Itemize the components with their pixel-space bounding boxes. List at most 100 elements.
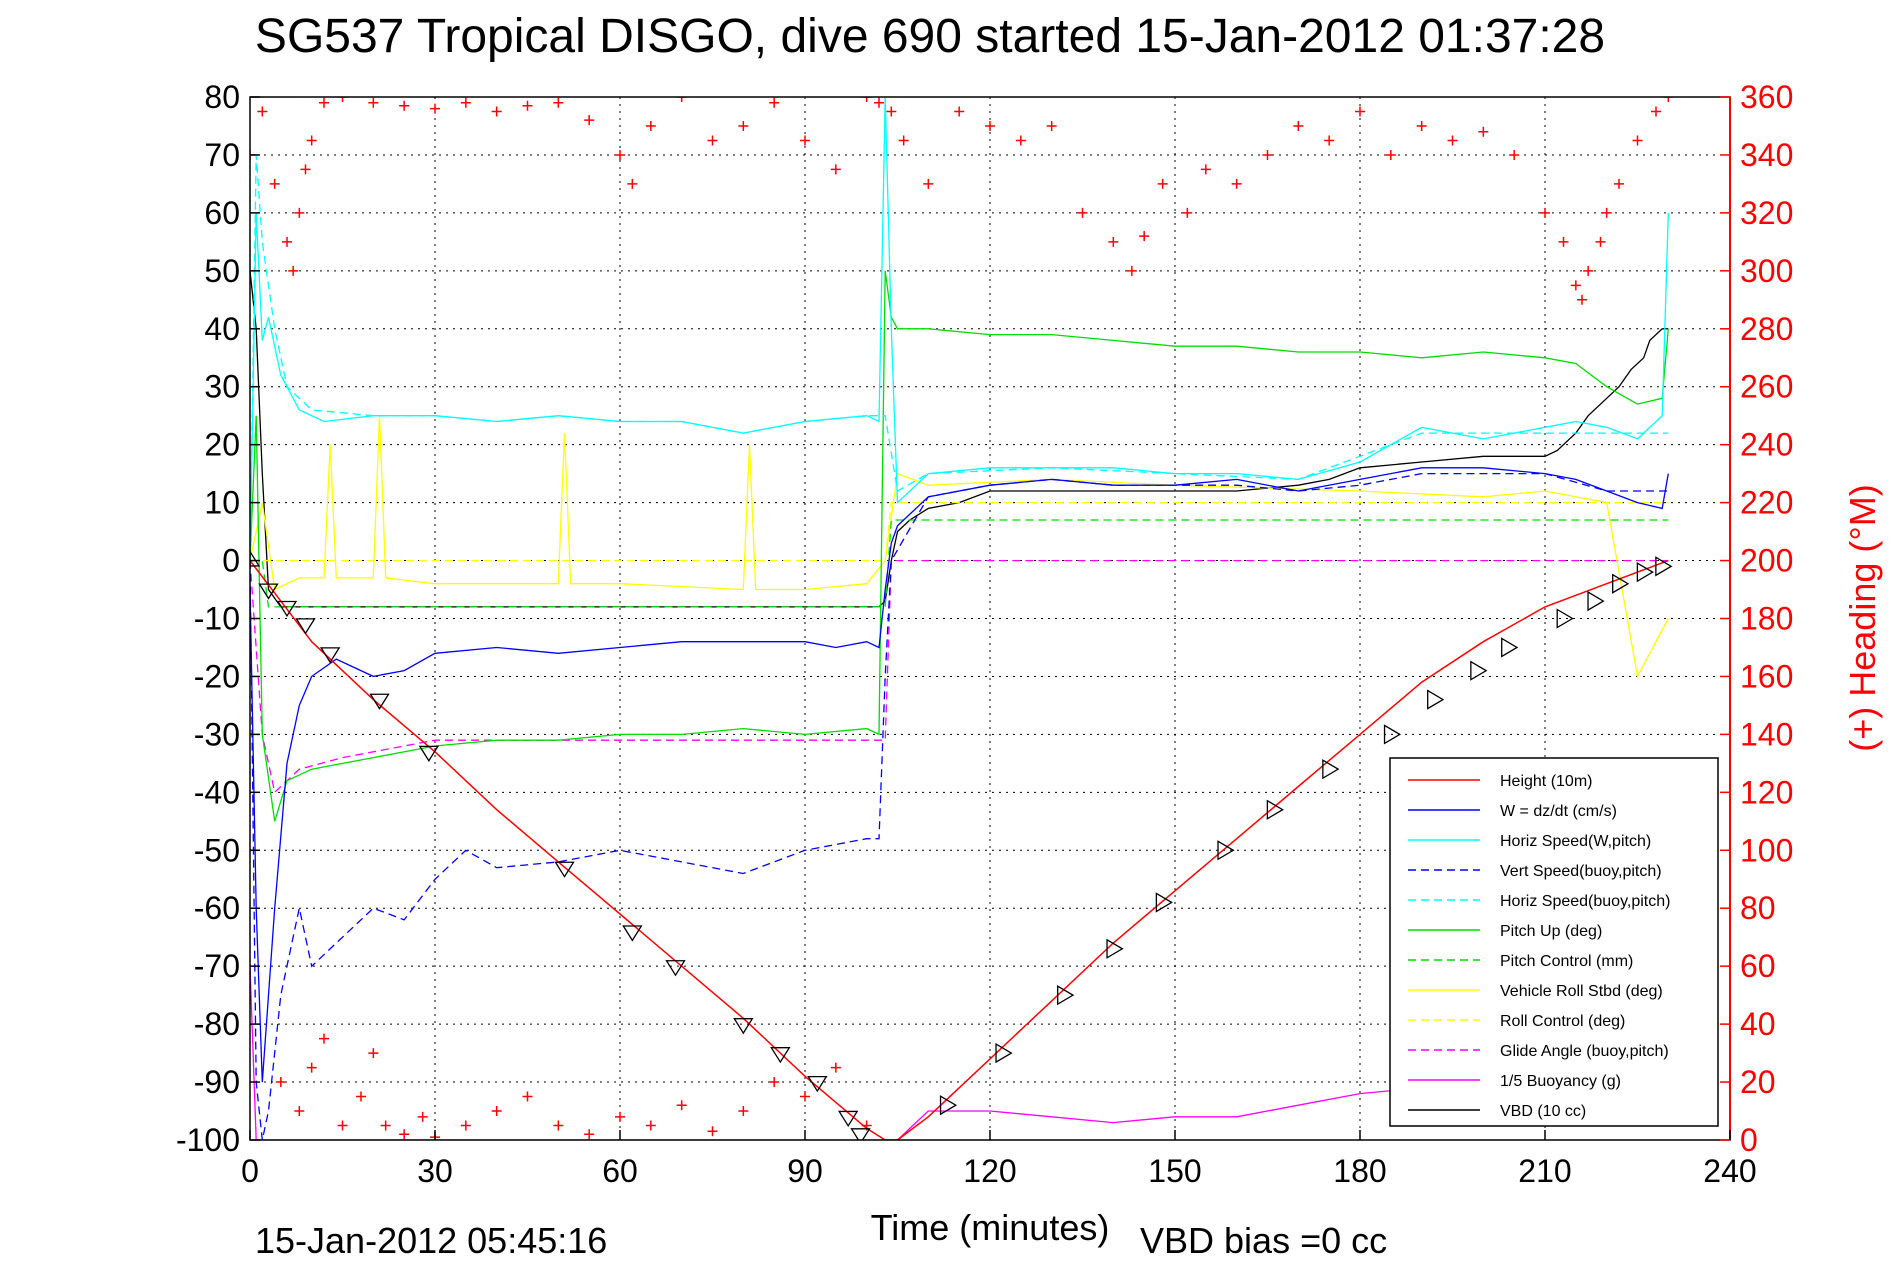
heading-point (491, 1106, 502, 1117)
legend: Height (10m) W = dz/dt (cm/s) Horiz Speed(… (1389, 757, 1719, 1127)
y-tick-label: -10 (194, 601, 240, 637)
heading-point (1126, 265, 1137, 276)
heading-point (300, 164, 311, 175)
heading-point (368, 97, 379, 108)
legend-label-vbd: VBD (10 cc) (1500, 1103, 1586, 1120)
climb-marker (1501, 637, 1519, 658)
heading-point (1077, 207, 1088, 218)
heading-point (874, 97, 884, 108)
dive-marker (733, 1018, 754, 1035)
heading-point (615, 149, 625, 160)
dive-marker (295, 618, 316, 635)
heading-point (584, 115, 595, 126)
heading-point (257, 106, 268, 117)
legend-label-horiz_speed_buoy: Horiz Speed(buoy,pitch) (1500, 893, 1670, 910)
climb-marker (1556, 608, 1574, 629)
heading-point (306, 1062, 317, 1073)
y-right-tick-label: 40 (1740, 1006, 1776, 1042)
x-tick-label: 240 (1703, 1153, 1756, 1189)
y-right-tick-label: 60 (1740, 948, 1776, 984)
x-tick-label: 150 (1148, 1153, 1201, 1189)
chart-title: SG537 Tropical DISGO, dive 690 started 1… (255, 10, 1605, 63)
heading-point (707, 1126, 718, 1137)
heading-point (294, 207, 305, 218)
heading-point (1595, 236, 1606, 247)
heading-point (1478, 126, 1489, 137)
series-line-w (250, 467, 1669, 1083)
y-right-tick-label: 280 (1740, 311, 1793, 347)
climb-marker (1155, 892, 1173, 913)
climb-marker (1322, 759, 1340, 780)
y-tick-label: -80 (194, 1006, 240, 1042)
y-tick-label: -20 (194, 658, 240, 694)
heading-point (417, 1111, 428, 1122)
series-line-horiz_speed_w (250, 97, 1669, 561)
heading-point (1651, 106, 1661, 117)
heading-point (1139, 231, 1150, 242)
heading-point (337, 97, 348, 102)
climb-marker (1470, 660, 1488, 681)
heading-point (1583, 265, 1594, 276)
y-right-tick-label: 20 (1740, 1064, 1776, 1100)
climb-marker (1383, 724, 1402, 745)
heading-point (645, 1120, 656, 1131)
y-tick-label: -50 (194, 832, 240, 868)
legend-label-pitch_up: Pitch Up (deg) (1500, 923, 1602, 940)
heading-point (1540, 207, 1550, 218)
legend-label-glide_angle: Glide Angle (buoy,pitch) (1500, 1043, 1669, 1060)
heading-point (886, 106, 897, 117)
y-tick-label: 0 (222, 543, 240, 579)
x-tick-label: 60 (602, 1153, 638, 1189)
y-right-tick-label: 320 (1740, 195, 1793, 231)
heading-point (522, 1091, 533, 1102)
heading-point (1324, 135, 1335, 146)
y-right-tick-label: 100 (1740, 832, 1793, 868)
heading-point (553, 1120, 564, 1131)
heading-point (1577, 294, 1587, 305)
right-axis: 3603403203002802602402202001801601401201… (1720, 79, 1793, 1158)
heading-point (380, 1120, 391, 1131)
heading-point (282, 236, 292, 247)
x-tick-label: 90 (787, 1153, 823, 1189)
legend-label-buoyancy: 1/5 Buoyancy (g) (1500, 1073, 1621, 1090)
climb-marker (1266, 799, 1284, 820)
y-tick-label: 50 (204, 253, 240, 289)
y-tick-label: -30 (194, 716, 240, 752)
heading-point (1385, 149, 1396, 160)
y-right-tick-label: 180 (1740, 601, 1793, 637)
legend-label-roll_control: Roll Control (deg) (1500, 1013, 1625, 1030)
heading-point (1570, 280, 1581, 291)
heading-point (491, 106, 502, 117)
dive-marker (622, 925, 643, 942)
y-right-tick-label: 220 (1740, 485, 1793, 521)
heading-point (1182, 207, 1193, 218)
climb-marker (1612, 573, 1630, 594)
y-right-tick-label: 160 (1740, 658, 1793, 694)
climb-marker (1106, 938, 1124, 959)
right-axis-label: (+) Heading (°M) (1842, 484, 1883, 751)
data-layer (250, 97, 1674, 1140)
y-tick-label: -70 (194, 948, 240, 984)
legend-label-vert_speed_buoy: Vert Speed(buoy,pitch) (1500, 863, 1662, 880)
y-tick-label: -100 (176, 1122, 240, 1158)
heading-point (1558, 236, 1569, 247)
dive-marker (250, 550, 261, 567)
climb-marker (1655, 556, 1673, 577)
y-tick-label: 60 (204, 195, 240, 231)
heading-point (627, 178, 638, 189)
left-axis: 80 70 60 50 40 30 20 10 0 -10 -20 -30 -40 -50 -60 -70 -8… (176, 79, 260, 1158)
y-right-tick-label: 300 (1740, 253, 1793, 289)
x-tick-label: 30 (417, 1153, 453, 1189)
series-line-height (250, 559, 1669, 1140)
climb-marker (1587, 590, 1605, 612)
dive-marker (258, 583, 279, 600)
climb-marker (1217, 840, 1235, 861)
heading-point (830, 1062, 841, 1073)
y-right-tick-label: 120 (1740, 774, 1793, 810)
heading-point (1200, 164, 1211, 175)
legend-label-pitch_control: Pitch Control (mm) (1500, 953, 1633, 970)
legend-label-w: W = dz/dt (cm/s) (1500, 803, 1617, 820)
heading-point (645, 120, 656, 131)
heading-point (460, 1120, 471, 1131)
